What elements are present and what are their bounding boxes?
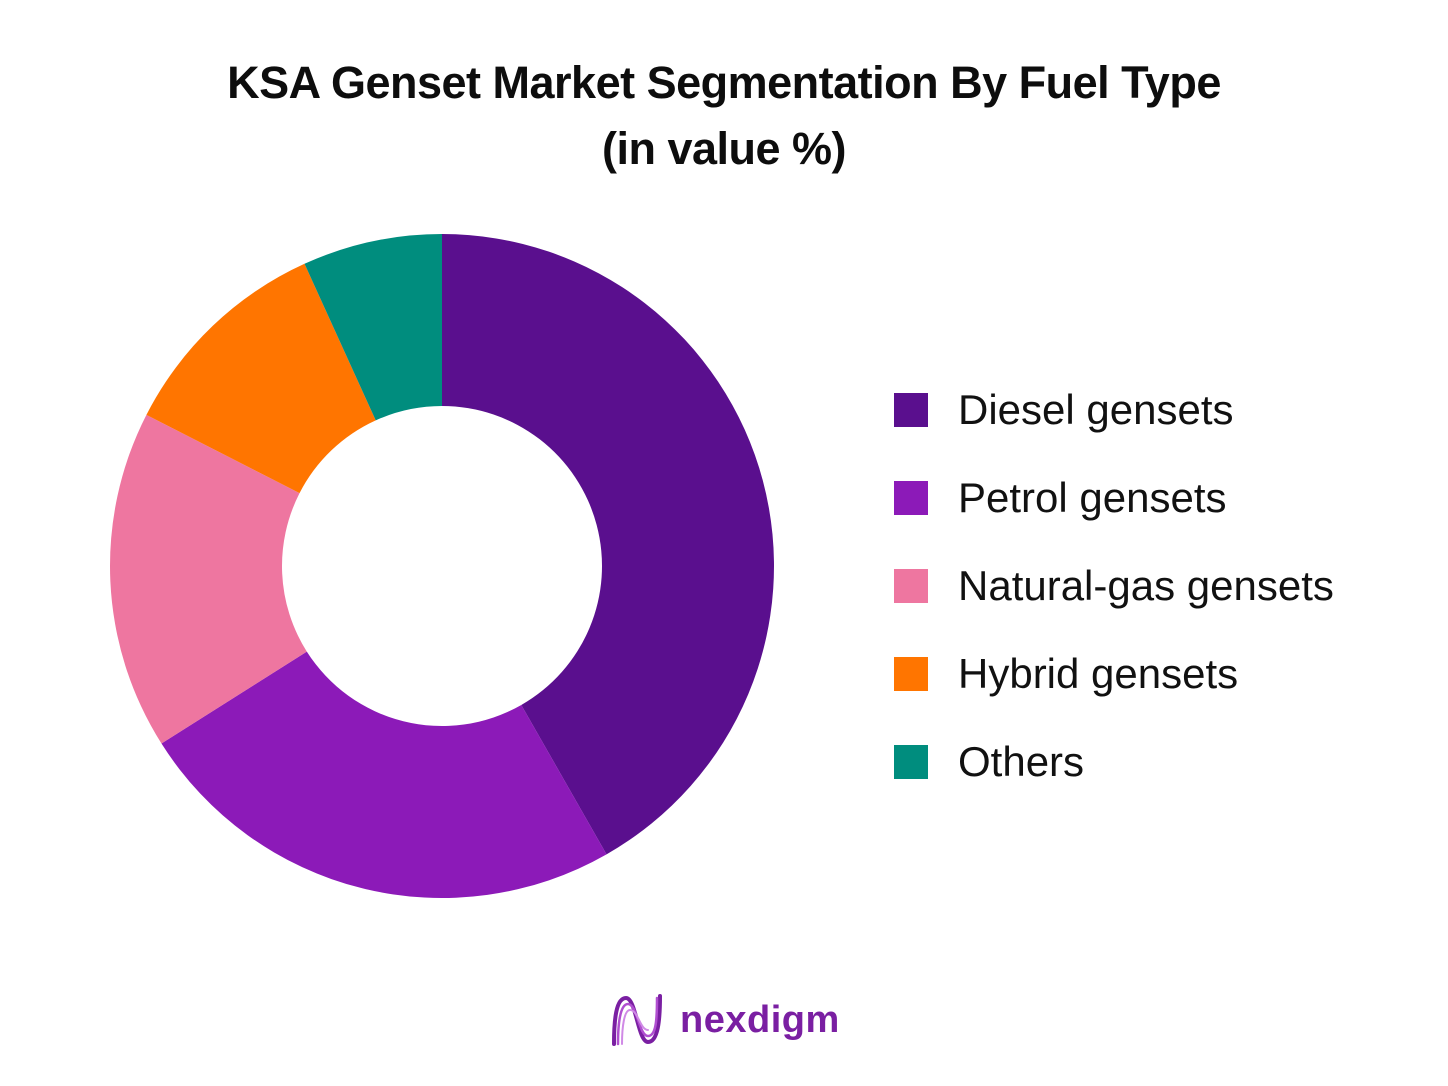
- legend-swatch-hybrid: [894, 657, 928, 691]
- donut-slice-petrol: [161, 651, 607, 898]
- legend-item-hybrid: Hybrid gensets: [894, 630, 1434, 718]
- donut-slice-diesel: [442, 234, 775, 855]
- legend-label-hybrid: Hybrid gensets: [958, 650, 1239, 697]
- legend-item-others: Others: [894, 718, 1434, 806]
- legend-label-diesel: Diesel gensets: [958, 386, 1234, 433]
- chart-title: KSA Genset Market Segmentation By Fuel T…: [0, 50, 1448, 182]
- brand-name: nexdigm: [680, 998, 840, 1041]
- legend-swatch-natural-gas: [894, 569, 928, 603]
- legend-item-petrol: Petrol gensets: [894, 454, 1434, 542]
- chart-title-line-1: KSA Genset Market Segmentation By Fuel T…: [227, 57, 1221, 108]
- brand-footer: nexdigm: [608, 988, 840, 1052]
- chart-legend: Diesel gensets Petrol gensets Natural-ga…: [894, 366, 1434, 806]
- donut-slice-others: [304, 234, 442, 421]
- legend-swatch-others: [894, 745, 928, 779]
- legend-label-natural-gas: Natural-gas gensets: [958, 562, 1334, 609]
- legend-item-diesel: Diesel gensets: [894, 366, 1434, 454]
- legend-item-natural-gas: Natural-gas gensets: [894, 542, 1434, 630]
- donut-slice-hybrid: [146, 263, 376, 494]
- legend-swatch-petrol: [894, 481, 928, 515]
- legend-label-petrol: Petrol gensets: [958, 474, 1227, 521]
- donut-slice-natural-gas: [110, 414, 307, 744]
- nexdigm-logo-icon: [612, 994, 662, 1046]
- legend-label-others: Others: [958, 738, 1085, 785]
- legend-swatch-diesel: [894, 393, 928, 427]
- chart-subtitle: (in value %): [601, 123, 847, 174]
